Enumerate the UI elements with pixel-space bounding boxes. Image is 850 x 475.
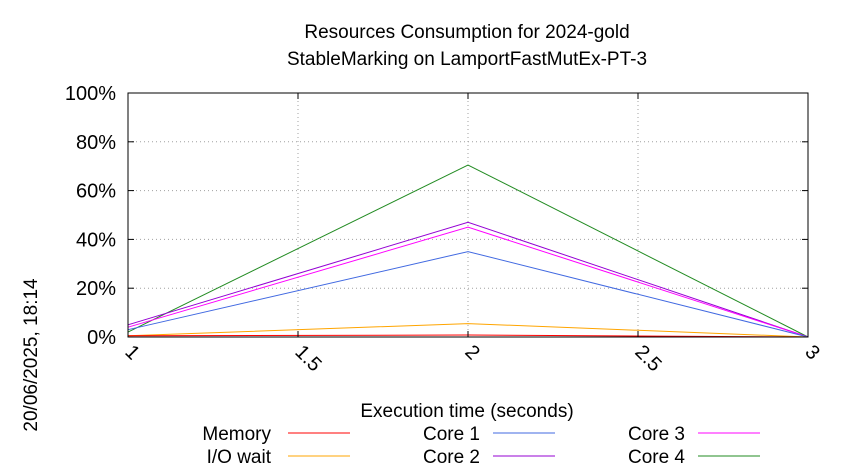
x-tick-label: 1.5 — [290, 341, 325, 376]
legend-label: Memory — [202, 424, 271, 445]
series-line-core-3 — [127, 226, 809, 338]
legend-label: Core 1 — [423, 424, 480, 445]
grid-lines — [128, 93, 808, 337]
series-line-i-o-wait — [127, 323, 809, 338]
legend-label: Core 2 — [423, 447, 480, 468]
y-tick-label: 20% — [76, 278, 116, 300]
series-line-core-2 — [127, 221, 809, 338]
x-tick-label: 3 — [800, 341, 823, 364]
x-tick-label: 1 — [120, 341, 143, 364]
x-tick-label: 2 — [460, 341, 483, 364]
y-tick-label: 60% — [76, 181, 116, 203]
series-line-core-4 — [127, 164, 809, 338]
y-axis-ticks: 0% 20% 40% 60% 80% 100% — [65, 83, 808, 349]
y-tick-label: 80% — [76, 132, 116, 154]
chart-subtitle: StableMarking on LamportFastMutEx-PT-3 — [287, 49, 647, 70]
y-tick-label: 40% — [76, 229, 116, 251]
legend-label: I/O wait — [207, 447, 272, 468]
legend-label: Core 4 — [628, 447, 685, 468]
y-tick-label: 100% — [65, 83, 116, 105]
timestamp: 20/06/2025, 18:14 — [21, 278, 42, 432]
y-tick-label: 0% — [87, 327, 116, 349]
chart-title: Resources Consumption for 2024-gold — [304, 22, 629, 43]
x-axis-label: Execution time (seconds) — [360, 401, 573, 422]
legend-label: Core 3 — [628, 424, 685, 445]
series-line-core-1 — [127, 251, 809, 338]
series-lines — [127, 164, 809, 338]
x-tick-label: 2.5 — [630, 341, 665, 376]
